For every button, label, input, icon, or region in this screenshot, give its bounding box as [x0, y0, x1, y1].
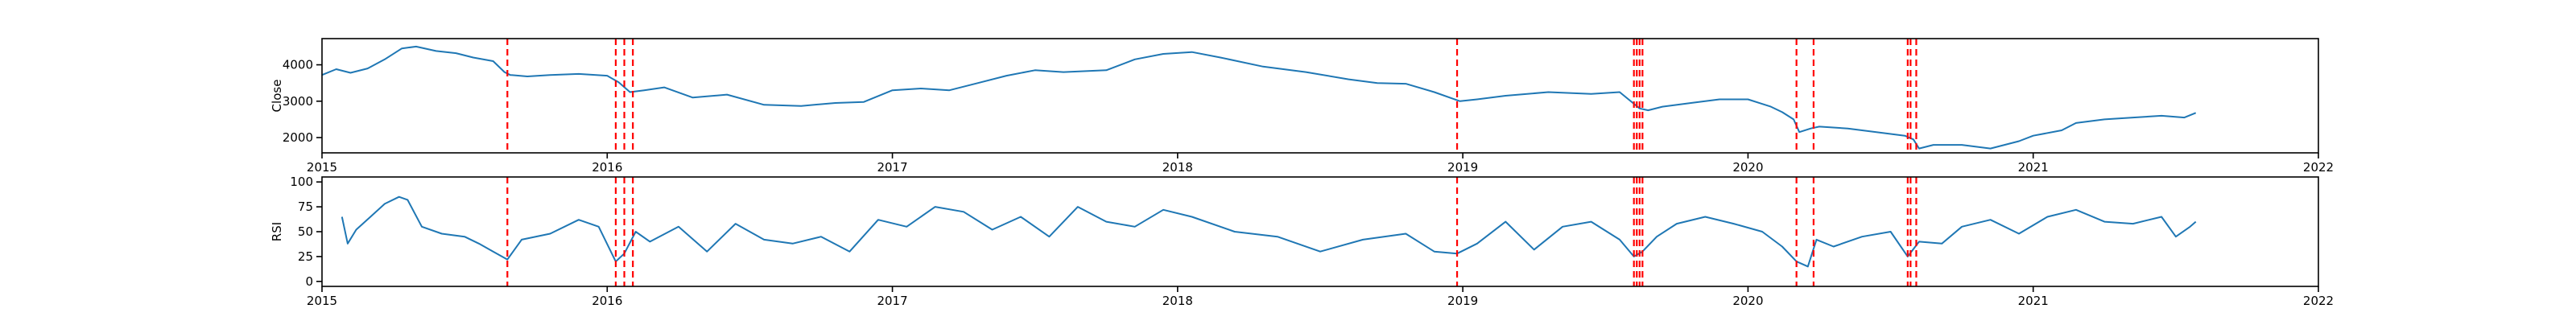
x-tick-label: 2018 — [1162, 294, 1193, 308]
y-axis-label: RSI — [270, 222, 284, 241]
x-tick-label: 2017 — [877, 160, 907, 175]
y-tick-label: 2000 — [283, 130, 313, 145]
x-tick-label: 2018 — [1162, 160, 1193, 175]
x-tick-label: 2021 — [2018, 294, 2049, 308]
x-tick-label: 2016 — [592, 160, 622, 175]
axes-frame — [321, 38, 2319, 154]
x-tick-label: 2019 — [1447, 294, 1478, 308]
y-tick-label: 25 — [298, 249, 313, 264]
y-tick-label: 3000 — [283, 94, 313, 109]
y-tick-label: 50 — [298, 224, 313, 239]
x-tick-label: 2019 — [1447, 160, 1478, 175]
x-tick-label: 2017 — [877, 294, 907, 308]
x-tick-label: 2016 — [592, 294, 622, 308]
y-tick-label: 100 — [290, 175, 313, 189]
rsi-series-line — [341, 195, 2197, 268]
y-tick-label: 0 — [305, 274, 313, 289]
y-axis-label: Close — [270, 80, 284, 113]
y-tick-label: 4000 — [283, 58, 313, 72]
x-tick-label: 2020 — [1732, 160, 1763, 175]
axes-frame — [321, 176, 2319, 287]
rsi-panel: 2015 2016 2017 2018 2019 2020 2021 2022 0 25 50 75 1… — [270, 175, 2334, 308]
x-tick-label: 2022 — [2303, 160, 2334, 175]
x-tick-label: 2015 — [307, 294, 337, 308]
x-tick-label: 2015 — [307, 160, 337, 175]
x-tick-label: 2021 — [2018, 160, 2049, 175]
close-series-line — [321, 45, 2197, 150]
x-tick-label: 2020 — [1732, 294, 1763, 308]
y-tick-label: 75 — [298, 200, 313, 214]
close-price-panel: 2015 2016 2017 2018 2019 2020 2021 2022 2000 3000… — [270, 38, 2334, 175]
x-tick-label: 2022 — [2303, 294, 2334, 308]
